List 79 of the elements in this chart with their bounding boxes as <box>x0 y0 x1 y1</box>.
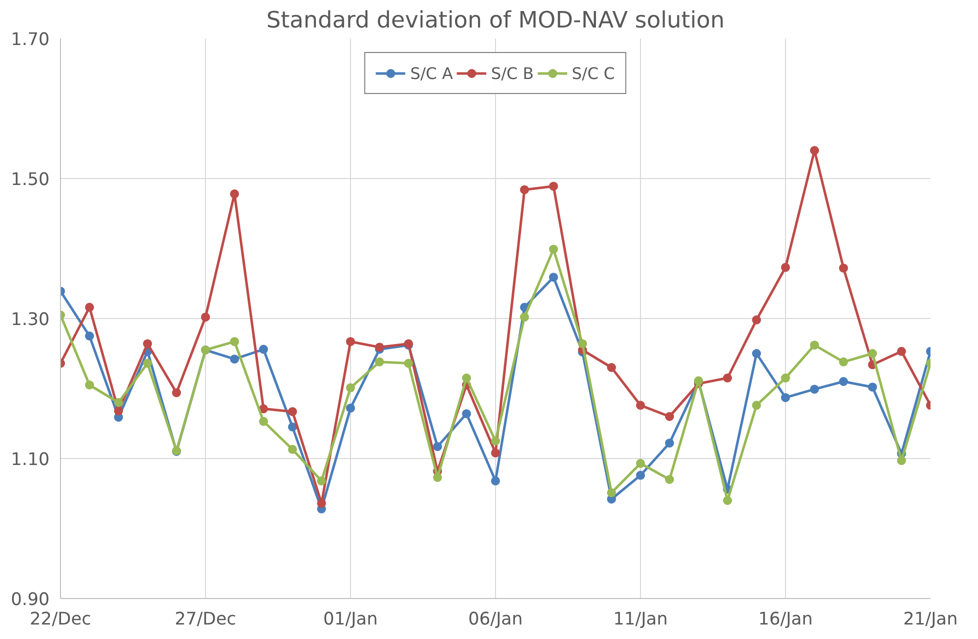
point <box>810 146 819 155</box>
point <box>607 363 616 372</box>
chart-title: Standard deviation of MOD-NAV solution <box>266 8 725 34</box>
point <box>636 458 645 468</box>
point <box>520 312 529 322</box>
point <box>781 374 790 382</box>
y-tick-label: 0.90 <box>10 590 50 610</box>
point <box>665 475 674 484</box>
point <box>114 406 123 416</box>
point <box>781 262 790 272</box>
x-tick-label: 21/Jan <box>903 610 958 630</box>
point <box>491 448 500 458</box>
point <box>114 398 123 407</box>
x-tick-label: 01/Jan <box>323 610 378 630</box>
point <box>520 185 529 194</box>
point <box>839 264 848 273</box>
point <box>288 407 297 416</box>
x-tick-label: 11/Jan <box>613 610 668 630</box>
point <box>259 344 268 354</box>
point <box>810 384 819 394</box>
point <box>897 346 906 356</box>
point <box>404 358 413 368</box>
point <box>752 400 761 410</box>
point <box>781 393 790 402</box>
point <box>288 422 297 432</box>
point <box>752 349 761 358</box>
legend-label: S/C C <box>572 64 615 82</box>
x-tick-label: 27/Dec <box>174 610 236 630</box>
point <box>578 339 587 348</box>
point <box>230 337 239 346</box>
point <box>375 357 384 366</box>
point <box>346 383 355 392</box>
point <box>549 272 558 282</box>
point <box>462 409 471 418</box>
x-tick-label: 16/Jan <box>758 610 813 630</box>
point <box>491 436 500 446</box>
point <box>288 444 297 454</box>
point <box>143 358 152 368</box>
point <box>636 400 645 410</box>
y-tick-label: 1.10 <box>10 450 50 470</box>
point <box>607 488 616 498</box>
y-tick-label: 1.70 <box>10 30 50 50</box>
legend-label: S/C A <box>410 64 453 82</box>
point <box>433 442 442 452</box>
point <box>85 332 94 340</box>
point <box>723 374 732 382</box>
point <box>897 456 906 466</box>
y-tick-label: 1.50 <box>10 170 50 190</box>
point <box>201 312 210 322</box>
point <box>549 182 558 191</box>
point <box>868 382 877 392</box>
point <box>839 357 848 366</box>
point <box>752 315 761 324</box>
point <box>230 189 239 198</box>
point <box>259 416 268 426</box>
point <box>85 302 94 312</box>
point <box>549 244 558 254</box>
point <box>839 377 848 386</box>
point <box>636 470 645 480</box>
point <box>665 438 674 448</box>
point <box>346 337 355 346</box>
point <box>491 476 500 486</box>
y-tick-label: 1.30 <box>10 310 50 330</box>
point <box>346 404 355 413</box>
point <box>665 412 674 421</box>
point <box>723 496 732 505</box>
point <box>462 374 471 382</box>
point <box>85 380 94 390</box>
point <box>230 354 239 364</box>
legend-label: S/C B <box>490 64 534 82</box>
point <box>317 498 326 508</box>
x-tick-label: 06/Jan <box>468 610 523 630</box>
point <box>433 472 442 482</box>
point <box>868 349 877 358</box>
point <box>810 340 819 350</box>
point <box>143 339 152 348</box>
point <box>172 388 181 398</box>
x-tick-label: 22/Dec <box>30 610 92 630</box>
point <box>317 476 326 486</box>
